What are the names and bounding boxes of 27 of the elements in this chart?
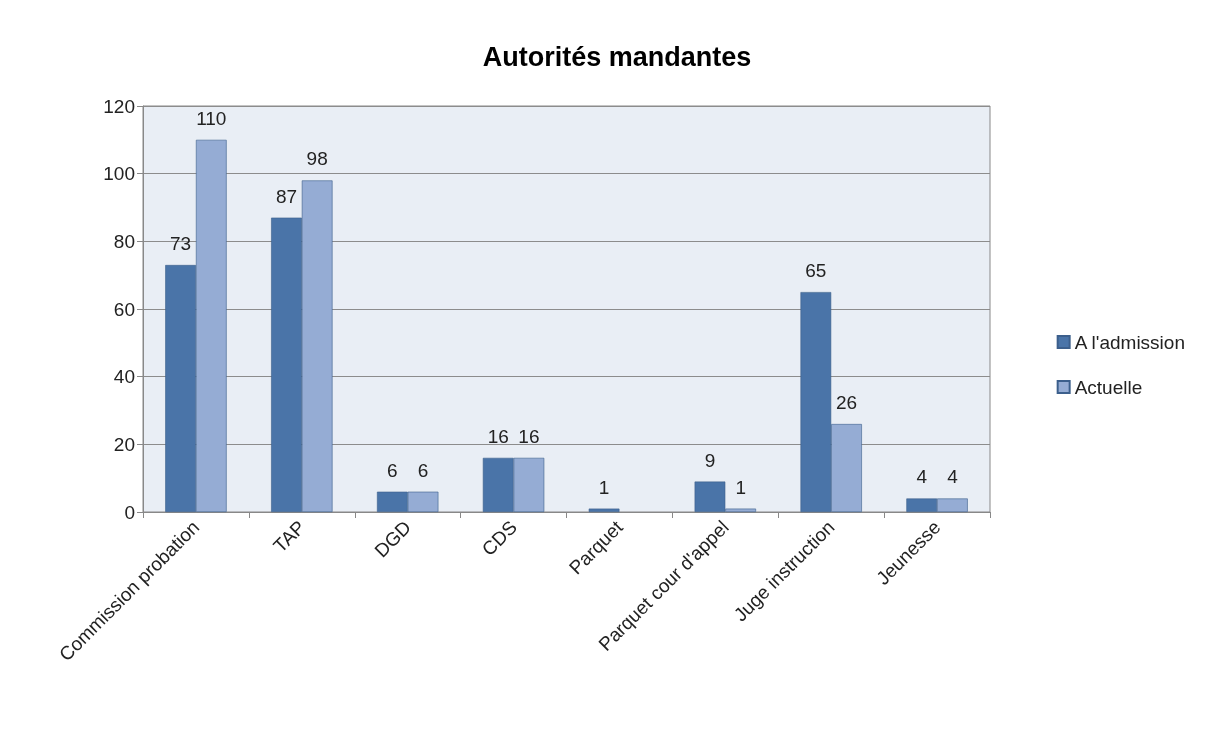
y-tick-label: 0: [124, 501, 135, 523]
bar: [588, 508, 620, 512]
data-label: 16: [487, 425, 509, 447]
data-label: 87: [275, 185, 298, 207]
y-tick-label: 120: [103, 95, 135, 117]
y-tick-label: 40: [113, 366, 135, 388]
data-label: 65: [805, 260, 827, 282]
legend-label: Actuelle: [1074, 376, 1143, 398]
data-label: 9: [704, 449, 716, 471]
y-tick-label: 100: [103, 163, 135, 185]
data-label: 16: [518, 425, 540, 447]
legend-label: A l'admission: [1074, 331, 1185, 353]
data-label: 4: [916, 466, 928, 488]
x-tick-label: TAP: [269, 516, 310, 557]
data-label: 110: [196, 107, 227, 129]
data-label: 73: [170, 233, 192, 255]
data-label: 4: [947, 466, 959, 488]
chart-title: Autorités mandantes: [482, 41, 752, 72]
data-label: 6: [417, 459, 429, 481]
y-tick-label: 20: [113, 433, 135, 455]
y-tick-label: 60: [113, 298, 135, 320]
data-label: 98: [306, 148, 328, 170]
y-tick-label: 80: [113, 230, 135, 252]
data-label: 26: [835, 392, 858, 414]
data-label: 1: [735, 476, 746, 498]
data-label: 6: [387, 459, 398, 481]
data-label: 1: [598, 476, 610, 498]
